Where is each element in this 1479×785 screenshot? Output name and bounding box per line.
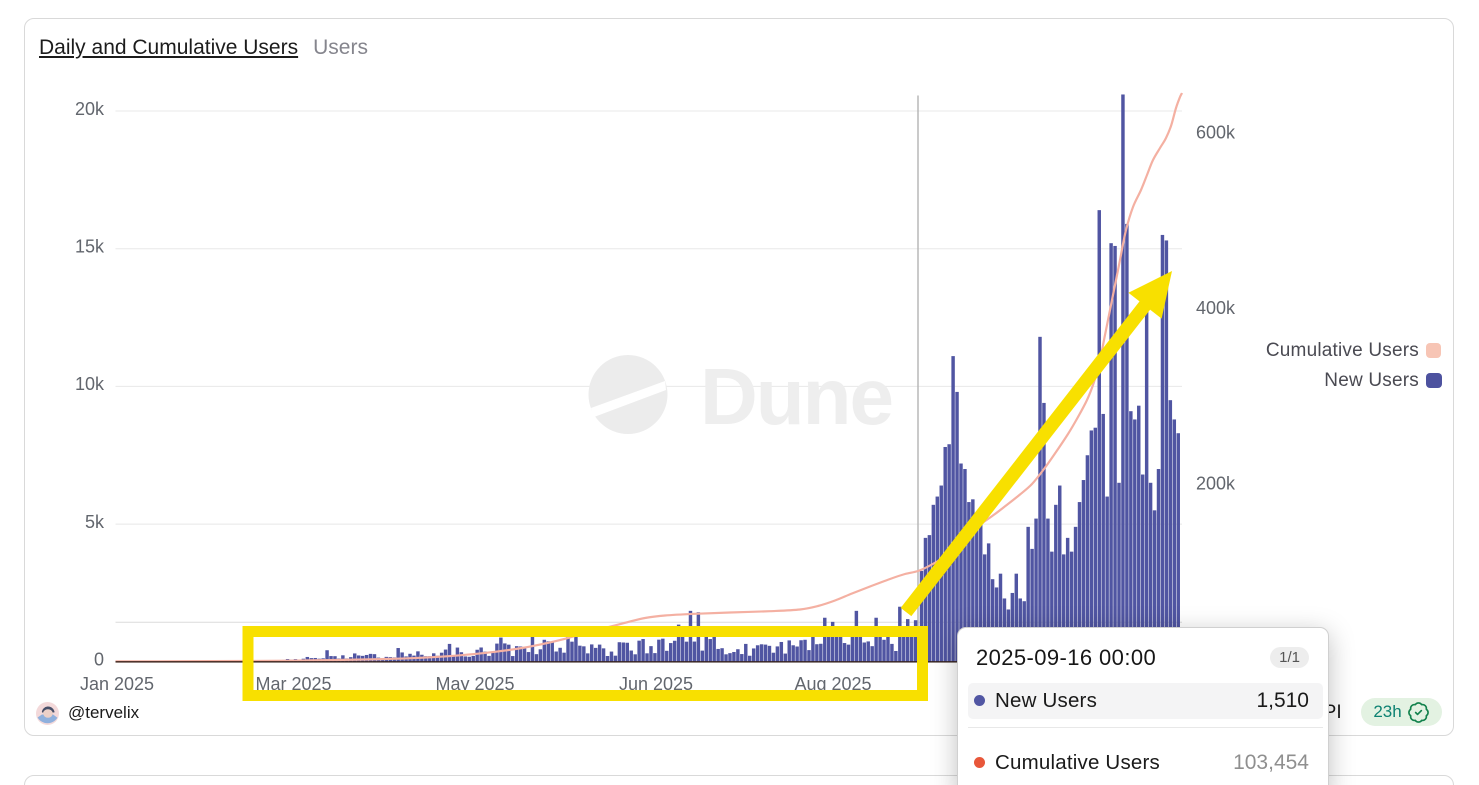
svg-text:400k: 400k (1196, 298, 1236, 318)
svg-text:200k: 200k (1196, 473, 1236, 493)
svg-text:15k: 15k (75, 237, 105, 257)
svg-text:0: 0 (94, 650, 104, 670)
svg-text:20k: 20k (75, 99, 105, 119)
svg-text:Dune: Dune (700, 352, 892, 441)
svg-text:600k: 600k (1196, 122, 1236, 142)
svg-text:Mar 2025: Mar 2025 (255, 674, 331, 694)
svg-text:Jan 2025: Jan 2025 (80, 674, 154, 694)
svg-text:5k: 5k (85, 512, 105, 532)
svg-text:10k: 10k (75, 374, 105, 394)
svg-text:May 2025: May 2025 (435, 674, 514, 694)
svg-text:Jun 2025: Jun 2025 (619, 674, 693, 694)
svg-text:Aug 2025: Aug 2025 (794, 674, 871, 694)
